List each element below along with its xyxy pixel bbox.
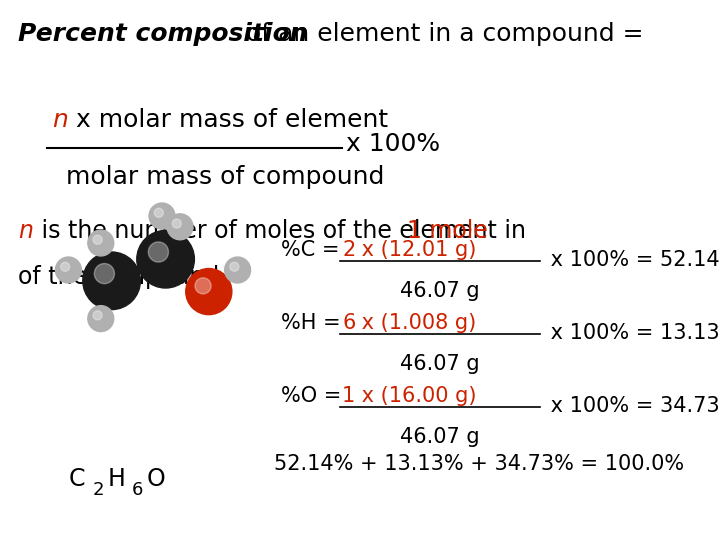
Text: 6: 6 <box>342 313 356 333</box>
Ellipse shape <box>230 262 239 271</box>
Ellipse shape <box>195 278 211 294</box>
Text: H: H <box>108 467 126 491</box>
Ellipse shape <box>93 235 102 244</box>
Text: 2: 2 <box>342 240 355 260</box>
Text: 2: 2 <box>92 481 104 498</box>
Text: %C =: %C = <box>281 240 346 260</box>
Text: molar mass of compound: molar mass of compound <box>66 165 384 188</box>
Text: of an element in a compound =: of an element in a compound = <box>238 22 643 45</box>
Ellipse shape <box>94 264 114 284</box>
Text: x (1.008 g): x (1.008 g) <box>355 313 476 333</box>
Text: 46.07 g: 46.07 g <box>400 354 480 374</box>
Text: x 100% = 34.73%: x 100% = 34.73% <box>544 396 720 416</box>
Ellipse shape <box>154 208 163 217</box>
Ellipse shape <box>137 231 194 288</box>
Text: 1: 1 <box>342 386 355 406</box>
Text: x 100%: x 100% <box>346 132 440 156</box>
Text: C: C <box>68 467 85 491</box>
Text: O: O <box>146 467 165 491</box>
Text: is the number of moles of the element in: is the number of moles of the element in <box>34 219 534 242</box>
Text: of the compound: of the compound <box>18 265 220 288</box>
Text: %H =: %H = <box>281 313 347 333</box>
Text: 46.07 g: 46.07 g <box>400 281 480 301</box>
Ellipse shape <box>186 268 232 315</box>
Ellipse shape <box>55 257 81 283</box>
Text: x (12.01 g): x (12.01 g) <box>355 240 477 260</box>
Text: n: n <box>18 219 33 242</box>
Text: n: n <box>52 108 68 132</box>
Text: x 100% = 13.13%: x 100% = 13.13% <box>544 323 720 343</box>
Ellipse shape <box>88 230 114 256</box>
Text: 52.14% + 13.13% + 34.73% = 100.0%: 52.14% + 13.13% + 34.73% = 100.0% <box>274 454 684 474</box>
Ellipse shape <box>149 203 175 229</box>
Ellipse shape <box>83 252 140 309</box>
Text: Percent composition: Percent composition <box>18 22 307 45</box>
Ellipse shape <box>60 262 70 271</box>
Text: x molar mass of element: x molar mass of element <box>68 108 388 132</box>
Text: 46.07 g: 46.07 g <box>400 427 480 447</box>
Ellipse shape <box>167 214 193 240</box>
Text: x 100% = 52.14%: x 100% = 52.14% <box>544 250 720 270</box>
Ellipse shape <box>88 306 114 332</box>
Ellipse shape <box>93 311 102 320</box>
Text: 6: 6 <box>132 481 143 498</box>
Ellipse shape <box>148 242 168 262</box>
Text: %O =: %O = <box>281 386 348 406</box>
Text: x (16.00 g): x (16.00 g) <box>355 386 477 406</box>
Ellipse shape <box>172 219 181 228</box>
Text: 1 mole: 1 mole <box>407 219 487 242</box>
Ellipse shape <box>225 257 251 283</box>
